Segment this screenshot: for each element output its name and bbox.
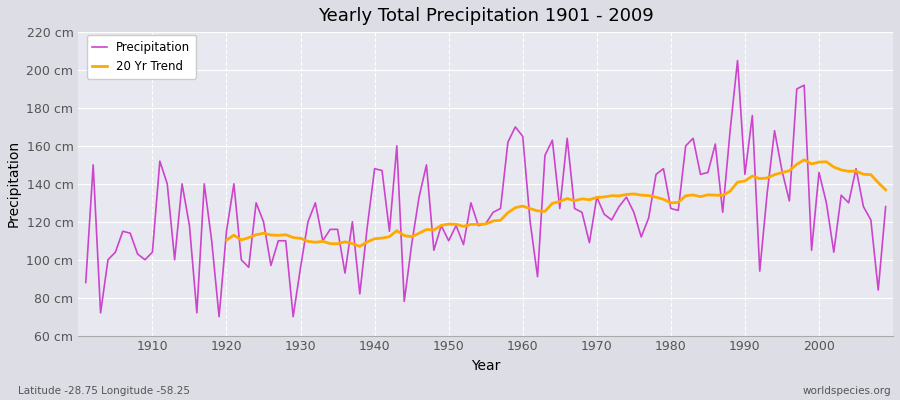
Precipitation: [525, 219, 535, 224]
Legend: Precipitation, 20 Yr Trend: Precipitation, 20 Yr Trend: [86, 35, 196, 79]
Precipitation: [518, 134, 528, 139]
Precipitation: [355, 292, 365, 296]
Y-axis label: Precipitation: Precipitation: [7, 140, 21, 228]
Line: Precipitation: Precipitation: [86, 60, 886, 317]
Precipitation: [213, 314, 224, 319]
20 Yr Trend: [799, 158, 810, 162]
Precipitation: [732, 58, 742, 63]
20 Yr Trend: [880, 188, 891, 192]
20 Yr Trend: [355, 244, 365, 249]
Precipitation: [614, 204, 625, 209]
X-axis label: Year: Year: [471, 359, 500, 373]
Precipitation: [140, 257, 150, 262]
20 Yr Trend: [310, 240, 320, 245]
Precipitation: [80, 280, 91, 285]
20 Yr Trend: [428, 228, 439, 232]
20 Yr Trend: [688, 192, 698, 197]
Text: worldspecies.org: worldspecies.org: [803, 386, 891, 396]
20 Yr Trend: [221, 238, 232, 242]
Precipitation: [880, 204, 891, 209]
Precipitation: [310, 200, 320, 205]
20 Yr Trend: [777, 170, 788, 175]
Line: 20 Yr Trend: 20 Yr Trend: [227, 160, 886, 246]
20 Yr Trend: [791, 162, 802, 167]
Title: Yearly Total Precipitation 1901 - 2009: Yearly Total Precipitation 1901 - 2009: [318, 7, 653, 25]
20 Yr Trend: [866, 172, 877, 177]
Text: Latitude -28.75 Longitude -58.25: Latitude -28.75 Longitude -58.25: [18, 386, 190, 396]
